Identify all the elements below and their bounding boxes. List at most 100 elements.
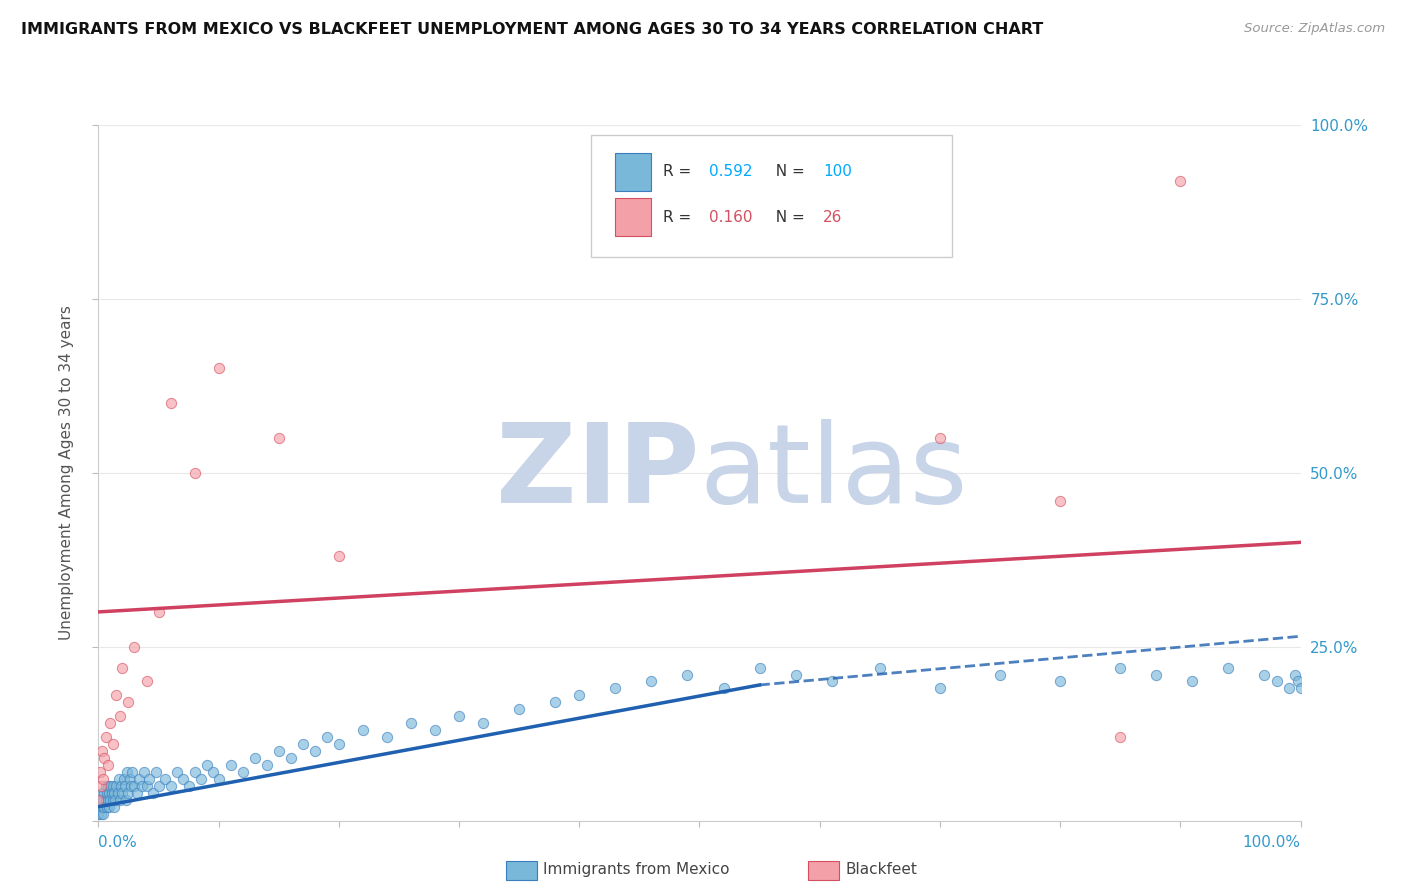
Point: [105, 779, 128, 793]
Point: [183, 466, 205, 480]
Point: [101, 737, 124, 751]
Point: [103, 799, 125, 814]
Point: [89, 764, 111, 779]
Point: [110, 779, 132, 793]
Point: [96, 786, 118, 800]
Point: [93, 751, 115, 765]
Point: [544, 695, 567, 709]
Point: [118, 772, 141, 786]
Point: [267, 431, 290, 445]
Point: [87, 806, 110, 821]
Point: [145, 764, 167, 779]
Point: [124, 779, 146, 793]
Point: [232, 764, 254, 779]
Point: [128, 772, 150, 786]
Point: [101, 779, 124, 793]
Text: Immigrants from Mexico: Immigrants from Mexico: [543, 863, 730, 877]
Point: [153, 772, 176, 786]
Text: 100.0%: 100.0%: [1243, 836, 1301, 850]
Point: [821, 674, 844, 689]
Point: [131, 779, 153, 793]
Text: 0.0%: 0.0%: [98, 836, 138, 850]
Point: [132, 764, 155, 779]
Text: 26: 26: [824, 210, 842, 225]
Point: [120, 779, 142, 793]
Point: [1286, 674, 1309, 689]
Point: [208, 361, 231, 376]
Point: [97, 758, 120, 772]
Point: [89, 799, 111, 814]
Point: [96, 799, 118, 814]
Point: [1265, 674, 1288, 689]
Point: [928, 681, 950, 696]
Point: [201, 764, 224, 779]
Point: [108, 709, 131, 723]
Text: R =: R =: [664, 210, 696, 225]
Point: [148, 779, 170, 793]
Point: [91, 799, 114, 814]
Point: [1109, 730, 1132, 744]
Point: [105, 689, 128, 703]
Point: [97, 793, 120, 807]
Point: [135, 674, 157, 689]
Point: [177, 779, 200, 793]
Point: [280, 751, 302, 765]
Point: [125, 786, 148, 800]
Point: [94, 793, 117, 807]
Point: [98, 799, 121, 814]
Point: [713, 681, 735, 696]
Point: [256, 758, 278, 772]
Point: [676, 667, 699, 681]
Text: 0.160: 0.160: [709, 210, 752, 225]
Point: [928, 431, 950, 445]
Point: [172, 772, 194, 786]
Point: [219, 758, 242, 772]
Point: [375, 730, 398, 744]
Y-axis label: Unemployment Among Ages 30 to 34 years: Unemployment Among Ages 30 to 34 years: [59, 305, 75, 640]
Point: [605, 681, 627, 696]
Point: [103, 786, 125, 800]
Point: [304, 744, 326, 758]
Point: [208, 772, 231, 786]
Point: [1170, 173, 1192, 187]
Text: Blackfeet: Blackfeet: [845, 863, 917, 877]
Point: [328, 737, 350, 751]
Point: [195, 758, 218, 772]
Point: [568, 689, 591, 703]
Point: [785, 667, 807, 681]
FancyBboxPatch shape: [616, 198, 651, 236]
Point: [135, 779, 157, 793]
Point: [1289, 681, 1312, 696]
Point: [423, 723, 446, 738]
Point: [117, 695, 139, 709]
Point: [291, 737, 314, 751]
Point: [111, 660, 134, 674]
Point: [1181, 674, 1204, 689]
Point: [159, 396, 181, 410]
Point: [97, 779, 120, 793]
Point: [93, 799, 115, 814]
Point: [90, 779, 112, 793]
Point: [91, 744, 114, 758]
FancyBboxPatch shape: [592, 136, 952, 257]
Point: [100, 793, 122, 807]
Point: [148, 605, 170, 619]
Point: [91, 793, 114, 807]
Point: [352, 723, 374, 738]
Point: [1284, 667, 1306, 681]
Point: [399, 716, 422, 731]
Point: [508, 702, 530, 716]
Point: [267, 744, 290, 758]
Point: [100, 716, 122, 731]
Point: [121, 764, 143, 779]
Point: [190, 772, 212, 786]
Point: [138, 772, 160, 786]
Point: [94, 730, 117, 744]
Point: [112, 772, 135, 786]
Point: [94, 779, 117, 793]
Point: [91, 772, 114, 786]
Text: 0.592: 0.592: [709, 164, 752, 179]
Point: [104, 793, 127, 807]
Point: [124, 640, 146, 654]
Point: [447, 709, 470, 723]
